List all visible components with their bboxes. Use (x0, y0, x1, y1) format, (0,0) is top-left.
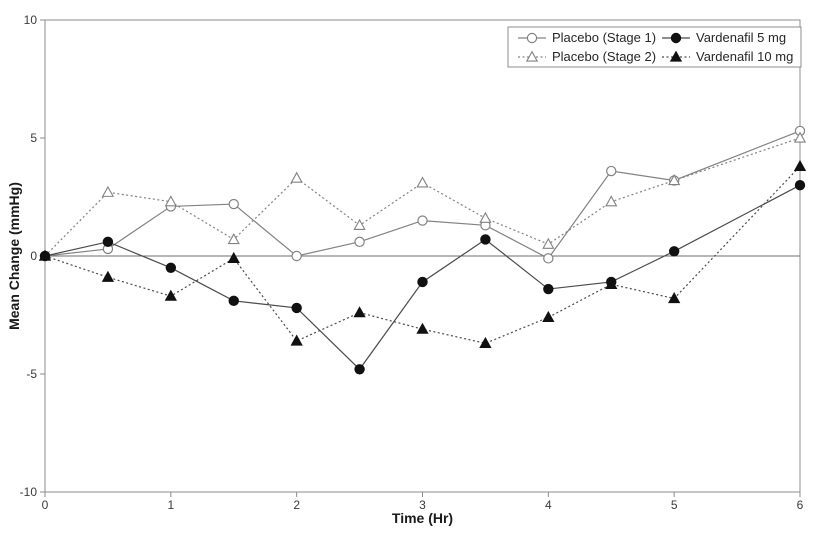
y-tick-label: 5 (30, 131, 37, 145)
data-point (164, 195, 177, 207)
x-axis-title: Time (Hr) (391, 510, 454, 526)
series-markers-vardenafil-10-mg (38, 159, 807, 348)
data-point (480, 234, 491, 245)
legend-swatch-circle-open-icon (526, 32, 538, 44)
data-point (101, 270, 115, 282)
data-point (668, 174, 681, 186)
data-point (605, 277, 618, 289)
data-point (353, 218, 366, 230)
legend-swatch-circle-filled-icon (670, 32, 682, 44)
legend-item-placebo-stage-1: Placebo (Stage 1) (518, 30, 656, 45)
x-tick-label: 2 (293, 498, 300, 512)
data-point (416, 176, 429, 188)
data-point (542, 310, 555, 323)
series-line-vardenafil-10-mg (44, 165, 801, 344)
data-point (165, 262, 177, 273)
data-point (605, 195, 618, 207)
legend-item-placebo-stage-2: Placebo (Stage 2) (518, 49, 656, 64)
data-point (668, 292, 681, 304)
y-tick-label: 10 (24, 13, 38, 27)
data-point (102, 236, 114, 248)
series-line-placebo-stage-1 (44, 130, 801, 260)
data-point (291, 302, 302, 314)
legend-item-vardenafil-5-mg: Vardenafil 5 mg (662, 30, 786, 45)
series-vardenafil-5-mg (44, 184, 801, 371)
series-placebo-stage-1 (44, 130, 801, 260)
data-point (291, 250, 302, 262)
x-tick-label: 5 (671, 498, 678, 512)
y-axis-title: Mean Change (mmHg) (6, 182, 22, 330)
data-point (542, 237, 555, 249)
series-vardenafil-10-mg (44, 165, 801, 344)
data-point (228, 295, 239, 307)
data-point (793, 131, 807, 143)
series-placebo-stage-2 (44, 137, 801, 257)
data-point (416, 322, 429, 334)
x-tick-label: 3 (419, 498, 426, 512)
data-point (417, 276, 428, 288)
data-point (227, 251, 240, 264)
legend-label-placebo-stage-1: Placebo (Stage 1) (552, 30, 656, 45)
data-point (354, 236, 365, 248)
data-point (353, 306, 366, 318)
data-point (668, 246, 680, 257)
data-point (793, 159, 807, 171)
data-point (606, 165, 617, 177)
legend: Placebo (Stage 1) Placebo (Stage 2) Varden… (507, 26, 802, 68)
data-point (479, 211, 492, 223)
x-tick-label: 0 (42, 498, 49, 512)
data-point (164, 289, 177, 301)
x-tick-label: 4 (545, 498, 552, 512)
data-point (479, 336, 492, 348)
data-point (543, 283, 554, 295)
series-line-placebo-stage-2 (44, 137, 801, 257)
legend-label-placebo-stage-2: Placebo (Stage 2) (552, 49, 656, 64)
data-point (101, 185, 115, 197)
legend-swatch-triangle-filled-icon (669, 50, 683, 62)
legend-swatch-triangle-open-icon (525, 50, 539, 62)
y-tick-label: -10 (20, 485, 38, 499)
series-markers-vardenafil-5-mg (39, 179, 806, 375)
legend-box (507, 26, 802, 68)
legend-label-vardenafil-10-mg: Vardenafil 10 mg (696, 49, 793, 64)
data-point (38, 249, 52, 261)
legend-label-vardenafil-5-mg: Vardenafil 5 mg (696, 30, 786, 45)
data-point (290, 171, 303, 183)
data-point (543, 253, 554, 264)
data-point (228, 198, 239, 210)
y-tick-label: -5 (26, 367, 37, 381)
y-tick-label: 0 (30, 249, 37, 263)
series-line-vardenafil-5-mg (44, 184, 801, 371)
axes: 0 1 2 3 4 5 6 10 5 0 -5 -10 (20, 13, 804, 512)
data-point (290, 334, 303, 346)
data-point (794, 179, 806, 191)
x-tick-label: 1 (167, 498, 174, 512)
legend-item-vardenafil-10-mg: Vardenafil 10 mg (662, 49, 793, 64)
series-markers-placebo-stage-2 (38, 131, 807, 261)
data-point (354, 364, 365, 375)
data-point (417, 215, 428, 226)
data-point (227, 233, 240, 245)
x-tick-label: 6 (797, 498, 804, 512)
